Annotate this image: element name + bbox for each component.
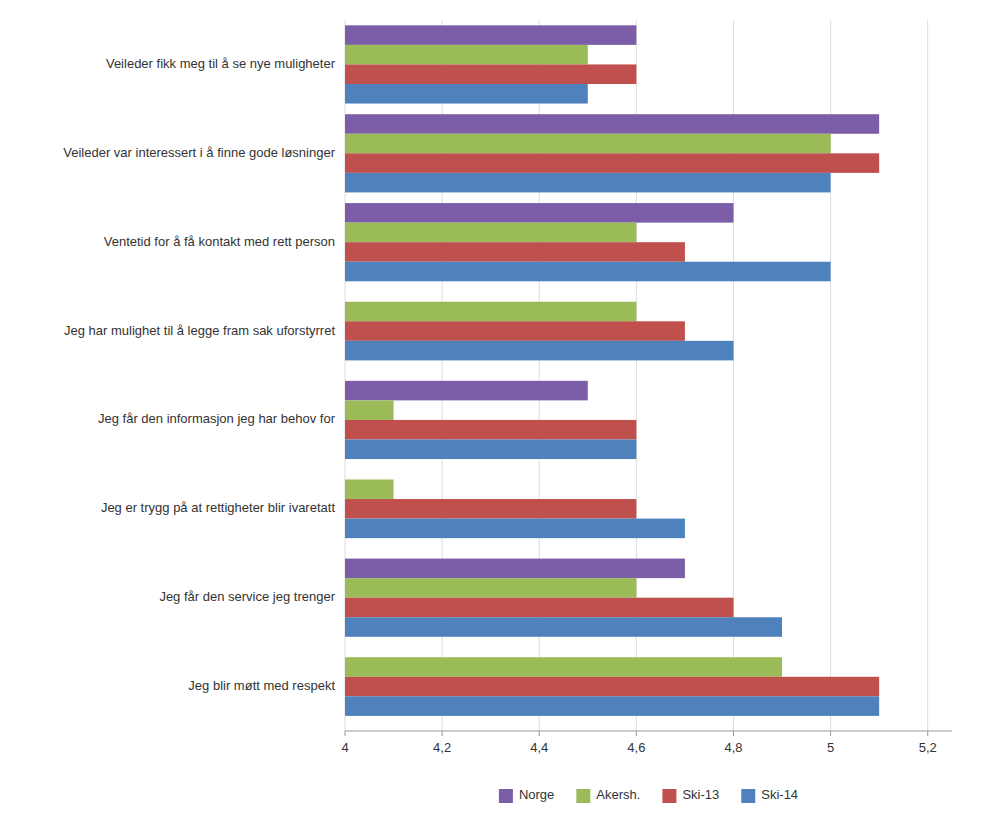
grid-line xyxy=(927,20,928,731)
tick-mark xyxy=(733,731,734,736)
bar xyxy=(345,153,879,173)
bar xyxy=(345,84,588,104)
legend-swatch xyxy=(576,789,590,803)
category-label: Jeg er trygg på at rettigheter blir ivar… xyxy=(101,500,336,515)
tick-label: 4,2 xyxy=(433,740,451,755)
tick-mark xyxy=(830,731,831,736)
axis-line xyxy=(345,731,952,732)
bar xyxy=(345,381,588,401)
bar xyxy=(345,242,685,262)
tick-mark xyxy=(636,731,637,736)
category-label: Jeg blir møtt med respekt xyxy=(188,678,335,693)
x-axis: 4 4,2 4,4 4,6 4,8 5 5,2 xyxy=(341,731,952,755)
legend-label: Ski-14 xyxy=(761,787,798,802)
tick-label: 5,2 xyxy=(919,740,937,755)
bar xyxy=(345,134,831,154)
category-label: Jeg har mulighet til å legge fram sak uf… xyxy=(64,323,335,338)
bar xyxy=(345,400,394,420)
legend-swatch xyxy=(499,789,513,803)
bar xyxy=(345,25,636,45)
bar xyxy=(345,262,831,282)
bar xyxy=(345,657,782,677)
tick-label: 5 xyxy=(827,740,834,755)
legend-label: Ski-13 xyxy=(682,787,719,802)
bar xyxy=(345,439,636,459)
tick-mark xyxy=(442,731,443,736)
bar xyxy=(345,64,636,84)
bar xyxy=(345,223,636,243)
bar xyxy=(345,499,636,519)
tick-label: 4,6 xyxy=(627,740,645,755)
bar xyxy=(345,341,733,361)
bar xyxy=(345,203,733,223)
legend-swatch xyxy=(741,789,755,803)
category-label: Jeg får den informasjon jeg har behov fo… xyxy=(98,411,336,426)
chart-svg: 4 4,2 4,4 4,6 4,8 5 5,2 Jeg blir møtt med respe… xyxy=(0,0,982,826)
legend-label: Akersh. xyxy=(596,787,640,802)
bar xyxy=(345,173,831,193)
bar xyxy=(345,696,879,716)
bar xyxy=(345,519,685,539)
grid xyxy=(345,20,928,731)
bar xyxy=(345,617,782,637)
bar xyxy=(345,45,588,65)
bar xyxy=(345,559,685,579)
legend-swatch xyxy=(662,789,676,803)
tick-label: 4,8 xyxy=(724,740,742,755)
tick-mark xyxy=(345,731,346,736)
tick-mark xyxy=(927,731,928,736)
category-label: Veileder fikk meg til å se nye mulighete… xyxy=(106,56,336,71)
chart-container: 4 4,2 4,4 4,6 4,8 5 5,2 Jeg blir møtt med respe… xyxy=(0,0,982,826)
bar xyxy=(345,479,394,499)
tick-label: 4,4 xyxy=(530,740,548,755)
bar xyxy=(345,598,733,618)
bar xyxy=(345,578,636,598)
legend-label: Norge xyxy=(519,787,554,802)
bar xyxy=(345,114,879,134)
category-label: Jeg får den service jeg trenger xyxy=(159,589,335,604)
legend: Norge Akersh. Ski-13 Ski-14 xyxy=(499,787,798,803)
tick-label: 4 xyxy=(341,740,348,755)
category-label: Veileder var interessert i å finne gode … xyxy=(63,145,335,160)
bar xyxy=(345,677,879,697)
bar xyxy=(345,321,685,341)
tick-mark xyxy=(539,731,540,736)
bars xyxy=(345,25,879,716)
category-label: Ventetid for å få kontakt med rett perso… xyxy=(104,234,335,249)
bar xyxy=(345,302,636,322)
bar xyxy=(345,420,636,440)
